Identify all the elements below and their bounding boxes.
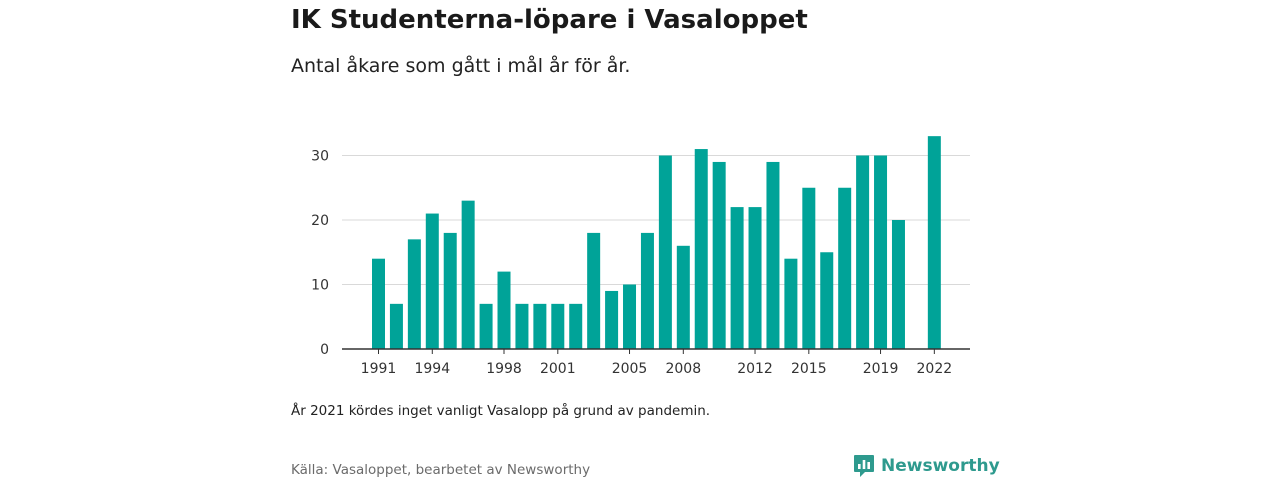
chart-title: IK Studenterna-löpare i Vasaloppet <box>291 5 808 35</box>
y-axis-labels: 0 10 20 30 <box>311 149 329 359</box>
y-tick-label: 10 <box>311 278 329 294</box>
bar-2001 <box>551 303 565 349</box>
x-tick-label: 2005 <box>612 361 648 377</box>
bar-2012 <box>748 207 762 349</box>
chart-note: År 2021 kördes inget vanligt Vasalopp på… <box>291 403 711 419</box>
bar-2003 <box>587 232 601 349</box>
brand-name: Newsworthy <box>881 456 1000 476</box>
bar-2013 <box>766 161 780 349</box>
bar-2010 <box>712 161 726 349</box>
bar-2002 <box>569 303 583 349</box>
x-tick-label: 2022 <box>917 361 953 377</box>
bar-2016 <box>820 252 834 349</box>
bar-2005 <box>623 284 637 349</box>
x-tick-label: 1994 <box>414 361 450 377</box>
bar-2007 <box>658 155 672 349</box>
source-credit: Källa: Vasaloppet, bearbetet av Newswort… <box>291 462 591 478</box>
y-tick-label: 20 <box>311 213 329 229</box>
bar-chart: 0 10 20 30 1991 1994 1998 2001 2005 2008 2012 2015… <box>311 136 970 377</box>
bar-2014 <box>784 258 798 349</box>
bar-chart-speech-bubble-icon <box>854 455 874 477</box>
bar-2018 <box>856 155 870 349</box>
x-axis-ticks <box>378 349 935 354</box>
bar-2017 <box>838 187 852 349</box>
bar-2006 <box>640 232 654 349</box>
y-tick-label: 30 <box>311 149 329 165</box>
bar-2009 <box>694 149 708 349</box>
bar-1993 <box>407 239 421 349</box>
bar-2022 <box>927 136 941 349</box>
x-tick-label: 2015 <box>791 361 827 377</box>
bar-1995 <box>443 232 457 349</box>
bar-1992 <box>389 303 403 349</box>
x-axis-labels: 1991 1994 1998 2001 2005 2008 2012 2015 2019 2022 <box>361 361 952 377</box>
bars <box>372 136 941 349</box>
bar-1997 <box>479 303 493 349</box>
bar-1996 <box>461 200 475 349</box>
x-tick-label: 1998 <box>486 361 522 377</box>
bar-2000 <box>533 303 547 349</box>
x-tick-label: 1991 <box>361 361 397 377</box>
bar-2019 <box>874 155 888 349</box>
bar-1998 <box>497 271 511 349</box>
x-tick-label: 2019 <box>863 361 899 377</box>
chart-subtitle: Antal åkare som gått i mål år för år. <box>291 55 631 77</box>
x-tick-label: 2008 <box>665 361 701 377</box>
newsworthy-logo: Newsworthy <box>853 453 1000 479</box>
bar-2011 <box>730 207 744 349</box>
x-tick-label: 2001 <box>540 361 576 377</box>
bar-2004 <box>605 290 619 349</box>
y-tick-label: 0 <box>320 342 329 358</box>
bar-2015 <box>802 187 816 349</box>
bar-1999 <box>515 303 529 349</box>
bar-1994 <box>425 213 439 349</box>
bar-2008 <box>676 245 690 349</box>
bar-1991 <box>372 258 385 349</box>
bar-2020 <box>891 220 905 349</box>
x-tick-label: 2012 <box>737 361 773 377</box>
